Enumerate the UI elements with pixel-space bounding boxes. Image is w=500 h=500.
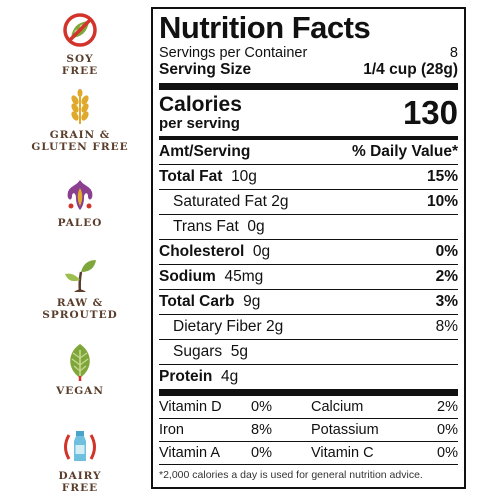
servings-label: Servings per Container bbox=[159, 45, 308, 61]
nutrient-amount: 2g bbox=[266, 318, 284, 335]
nutrient-name: Protein bbox=[159, 368, 213, 385]
footnote: *2,000 calories a day is used for genera… bbox=[159, 469, 423, 481]
divider bbox=[159, 136, 458, 140]
grain-gluten-free-icon bbox=[71, 89, 89, 124]
diet-badge-column: SOY FREE GRAIN & GLUTEN FREE PALEO bbox=[0, 0, 160, 500]
nutrient-amount: 4g bbox=[221, 368, 239, 385]
sprout-icon bbox=[65, 260, 96, 293]
vitamin-row: Vitamin D 0% Calcium 2% bbox=[159, 396, 458, 418]
soy-free-icon bbox=[63, 13, 97, 47]
badge-vegan: VEGAN bbox=[0, 342, 160, 397]
vitamin-dv: 0% bbox=[251, 399, 272, 415]
nutrient-name: Total Carb bbox=[159, 293, 235, 310]
divider bbox=[159, 389, 458, 396]
badge-label: VEGAN bbox=[56, 385, 104, 397]
badge-label: DAIRY FREE bbox=[58, 470, 102, 494]
leaf-icon bbox=[70, 344, 90, 381]
nutrient-amount: 45mg bbox=[224, 268, 264, 285]
header-row: Amt/Serving % Daily Value* bbox=[159, 140, 458, 164]
divider bbox=[159, 83, 458, 90]
nutrient-dv: 15% bbox=[426, 168, 458, 185]
nutrient-dv: 8% bbox=[435, 318, 458, 335]
serving-size-label: Serving Size bbox=[159, 61, 252, 78]
badge-label: RAW & SPROUTED bbox=[42, 297, 118, 321]
vitamin-dv: 0% bbox=[251, 445, 272, 461]
nutrient-amount: 0g bbox=[247, 218, 265, 235]
servings-row: Servings per Container 8 bbox=[159, 45, 458, 61]
nutrient-name: Trans Fat bbox=[173, 218, 239, 235]
nutrient-dv: 10% bbox=[426, 193, 458, 210]
badge-grain-gluten-free: GRAIN & GLUTEN FREE bbox=[0, 88, 160, 153]
nutrient-row: Dietary Fiber 2g 8% bbox=[159, 315, 458, 339]
nutrient-amount: 5g bbox=[230, 343, 248, 360]
vitamin-row: Iron 8% Potassium 0% bbox=[159, 419, 458, 441]
panel-title: Nutrition Facts bbox=[159, 10, 371, 45]
nutrient-row: Protein 4g bbox=[159, 365, 458, 389]
nutrient-amount: 10g bbox=[231, 168, 257, 185]
calories-row: Calories per serving 130 bbox=[159, 90, 458, 136]
nutrient-row: Total Carb 9g 3% bbox=[159, 290, 458, 314]
badge-label: PALEO bbox=[57, 217, 103, 229]
nutrient-dv: 3% bbox=[435, 293, 458, 310]
nutrient-row: Total Fat 10g 15% bbox=[159, 165, 458, 189]
nutrient-name: Dietary Fiber bbox=[173, 318, 262, 335]
daily-value-header: % Daily Value* bbox=[352, 143, 458, 160]
serving-size-value: 1/4 cup (28g) bbox=[363, 61, 458, 78]
vitamin-name: Calcium bbox=[311, 399, 364, 415]
calories-label: Calories bbox=[159, 93, 242, 116]
vitamin-dv: 0% bbox=[437, 445, 458, 461]
serving-size-row: Serving Size 1/4 cup (28g) bbox=[159, 61, 458, 79]
nutrient-amount: 2g bbox=[271, 193, 289, 210]
vitamin-name: Iron bbox=[159, 422, 184, 438]
nutrient-row: Sugars 5g bbox=[159, 340, 458, 364]
nutrient-name: Sodium bbox=[159, 268, 216, 285]
vitamin-name: Vitamin D bbox=[159, 399, 222, 415]
paleo-icon bbox=[67, 180, 93, 210]
badge-paleo: PALEO bbox=[0, 176, 160, 229]
vitamin-row: Vitamin A 0% Vitamin C 0% bbox=[159, 442, 458, 464]
badge-raw-sprouted: RAW & SPROUTED bbox=[0, 254, 160, 321]
vitamin-dv: 0% bbox=[437, 422, 458, 438]
vitamin-name: Potassium bbox=[311, 422, 379, 438]
nutrition-facts-panel: Nutrition Facts Servings per Container 8… bbox=[151, 7, 466, 489]
nutrient-amount: 9g bbox=[243, 293, 261, 310]
badge-label: GRAIN & GLUTEN FREE bbox=[31, 129, 129, 153]
nutrient-row: Trans Fat 0g bbox=[159, 215, 458, 239]
vitamin-name: Vitamin A bbox=[159, 445, 220, 461]
amount-header: Amt/Serving bbox=[159, 143, 251, 160]
badge-dairy-free: DAIRY FREE bbox=[0, 427, 160, 494]
nutrient-name: Saturated Fat bbox=[173, 193, 267, 210]
badge-soy-free: SOY FREE bbox=[0, 10, 160, 77]
nutrient-row: Sodium 45mg 2% bbox=[159, 265, 458, 289]
nutrient-row: Saturated Fat 2g 10% bbox=[159, 190, 458, 214]
nutrient-name: Total Fat bbox=[159, 168, 223, 185]
vitamin-dv: 8% bbox=[251, 422, 272, 438]
calories-sublabel: per serving bbox=[159, 115, 240, 132]
servings-value: 8 bbox=[449, 45, 458, 61]
nutrient-name: Cholesterol bbox=[159, 243, 245, 260]
nutrient-name: Sugars bbox=[173, 343, 223, 360]
nutrient-dv: 2% bbox=[435, 268, 458, 285]
nutrient-dv: 0% bbox=[435, 243, 458, 260]
vitamin-dv: 2% bbox=[437, 399, 458, 415]
calories-value: 130 bbox=[402, 94, 458, 131]
badge-label: SOY FREE bbox=[61, 53, 99, 77]
nutrient-row: Cholesterol 0g 0% bbox=[159, 240, 458, 264]
milk-bottle-icon bbox=[64, 431, 96, 461]
nutrient-amount: 0g bbox=[252, 243, 271, 260]
vitamin-name: Vitamin C bbox=[311, 445, 374, 461]
